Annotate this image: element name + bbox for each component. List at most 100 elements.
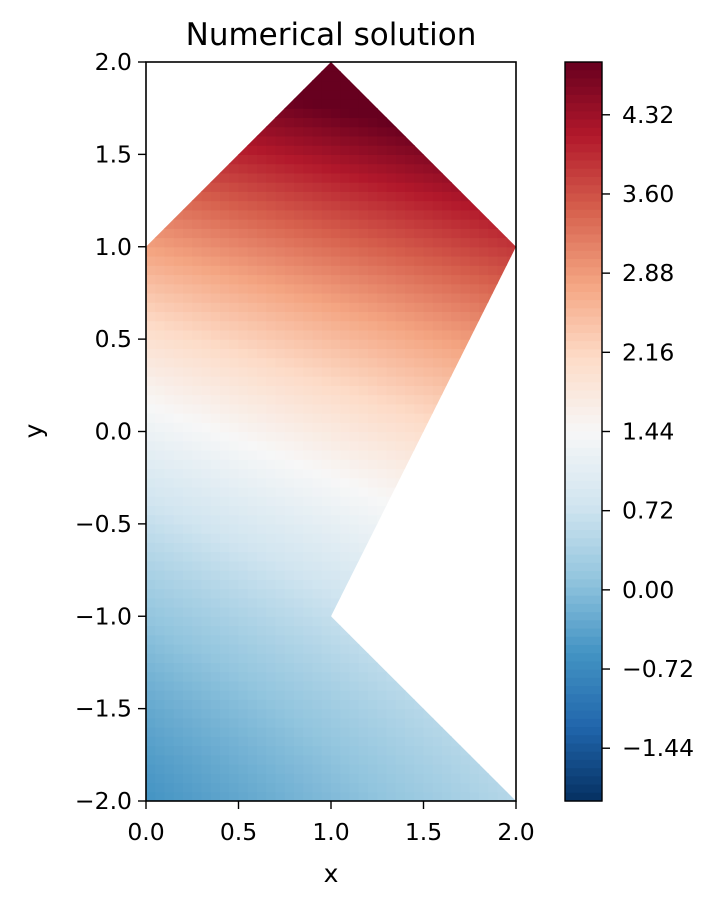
field-cell bbox=[238, 717, 249, 728]
field-cell bbox=[340, 634, 351, 645]
field-cell bbox=[183, 708, 193, 719]
field-cell bbox=[321, 680, 332, 691]
field-cell bbox=[275, 690, 286, 700]
field-cell bbox=[432, 634, 443, 645]
field-cell bbox=[164, 228, 175, 239]
field-cell bbox=[303, 339, 314, 349]
field-cell bbox=[247, 228, 258, 239]
field-cell bbox=[173, 791, 184, 801]
field-cell bbox=[303, 302, 314, 313]
field-cell bbox=[340, 366, 351, 377]
field-cell bbox=[479, 329, 489, 340]
field-cell bbox=[386, 145, 397, 155]
colorbar-band bbox=[565, 390, 602, 400]
field-cell bbox=[349, 523, 360, 534]
field-cell bbox=[220, 727, 230, 737]
field-cell bbox=[164, 394, 175, 405]
field-cell bbox=[386, 191, 397, 202]
field-cell bbox=[432, 385, 443, 396]
field-cell bbox=[321, 440, 332, 451]
field-cell bbox=[201, 126, 212, 137]
field-cell bbox=[497, 219, 508, 229]
field-cell bbox=[368, 449, 378, 460]
field-cell bbox=[321, 542, 332, 553]
field-cell bbox=[173, 366, 184, 377]
field-cell bbox=[146, 505, 156, 516]
field-cell bbox=[488, 135, 499, 146]
field-cell bbox=[192, 671, 203, 682]
field-cell bbox=[405, 89, 415, 100]
field-cell bbox=[192, 274, 203, 285]
field-cell bbox=[506, 394, 516, 405]
colorbar-band bbox=[565, 119, 602, 129]
field-cell bbox=[266, 459, 277, 470]
field-cell bbox=[312, 394, 323, 405]
field-cell bbox=[247, 209, 258, 220]
field-cell bbox=[488, 560, 499, 571]
field-cell bbox=[284, 782, 295, 793]
field-cell bbox=[192, 163, 203, 174]
field-cell bbox=[257, 643, 267, 654]
field-cell bbox=[321, 727, 332, 737]
field-cell bbox=[395, 754, 406, 765]
field-cell bbox=[164, 643, 175, 654]
field-cell bbox=[340, 209, 351, 220]
field-cell bbox=[183, 246, 193, 257]
field-cell bbox=[257, 413, 267, 423]
field-cell bbox=[220, 690, 230, 700]
field-cell bbox=[321, 523, 332, 534]
field-cell bbox=[220, 89, 230, 100]
field-cell bbox=[192, 431, 203, 442]
field-cell bbox=[432, 209, 443, 220]
field-cell bbox=[275, 339, 286, 349]
field-cell bbox=[321, 570, 332, 580]
field-cell bbox=[220, 191, 230, 202]
field-cell bbox=[497, 413, 508, 423]
field-cell bbox=[497, 89, 508, 100]
colorbar-band bbox=[565, 727, 602, 736]
field-cell bbox=[405, 182, 415, 192]
field-cell bbox=[312, 570, 323, 580]
field-cell bbox=[423, 366, 434, 377]
field-cell bbox=[349, 551, 360, 562]
y-axis: 2.01.51.00.50.0−0.5−1.0−1.5−2.0 bbox=[75, 48, 146, 815]
field-cell bbox=[506, 708, 516, 719]
field-cell bbox=[488, 98, 499, 109]
field-cell bbox=[432, 219, 443, 229]
field-cell bbox=[192, 745, 203, 756]
field-cell bbox=[349, 339, 360, 349]
field-cell bbox=[266, 200, 277, 211]
field-cell bbox=[257, 717, 267, 728]
colorbar-band bbox=[565, 571, 602, 580]
field-cell bbox=[414, 302, 425, 313]
field-cell bbox=[164, 172, 175, 183]
field-cell bbox=[266, 680, 277, 691]
field-cell bbox=[349, 671, 360, 682]
field-cell bbox=[460, 634, 471, 645]
field-cell bbox=[155, 71, 166, 82]
field-cell bbox=[460, 348, 471, 359]
field-cell bbox=[488, 320, 499, 331]
field-cell bbox=[192, 690, 203, 700]
field-cell bbox=[229, 616, 240, 627]
field-cell bbox=[414, 422, 425, 433]
field-cell bbox=[423, 228, 434, 239]
field-cell bbox=[238, 163, 249, 174]
field-cell bbox=[155, 320, 166, 331]
field-cell bbox=[469, 255, 480, 266]
field-cell bbox=[247, 274, 258, 285]
field-cell bbox=[414, 486, 425, 497]
field-cell bbox=[432, 431, 443, 442]
field-cell bbox=[469, 422, 480, 433]
field-cell bbox=[432, 680, 443, 691]
field-cell bbox=[331, 376, 341, 386]
field-cell bbox=[155, 200, 166, 211]
field-cell bbox=[349, 422, 360, 433]
field-cell bbox=[460, 690, 471, 700]
field-cell bbox=[146, 496, 156, 506]
field-cell bbox=[201, 145, 212, 155]
field-cell bbox=[377, 311, 388, 322]
field-cell bbox=[405, 394, 415, 405]
field-cell bbox=[340, 403, 351, 414]
